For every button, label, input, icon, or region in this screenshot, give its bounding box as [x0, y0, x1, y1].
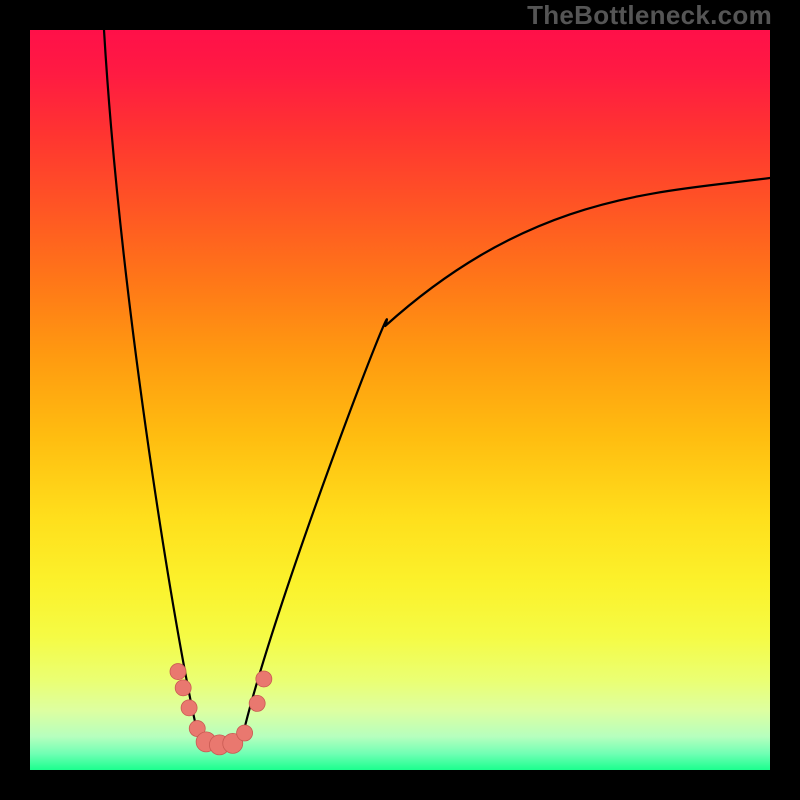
curve-marker: [170, 664, 186, 680]
curve-marker: [249, 695, 265, 711]
bottleneck-chart: [30, 30, 770, 770]
curve-marker: [237, 725, 253, 741]
curve-marker: [256, 671, 272, 687]
curve-marker: [175, 680, 191, 696]
watermark-label: TheBottleneck.com: [527, 0, 772, 31]
chart-outer-frame: TheBottleneck.com: [0, 0, 800, 800]
curve-marker: [181, 700, 197, 716]
